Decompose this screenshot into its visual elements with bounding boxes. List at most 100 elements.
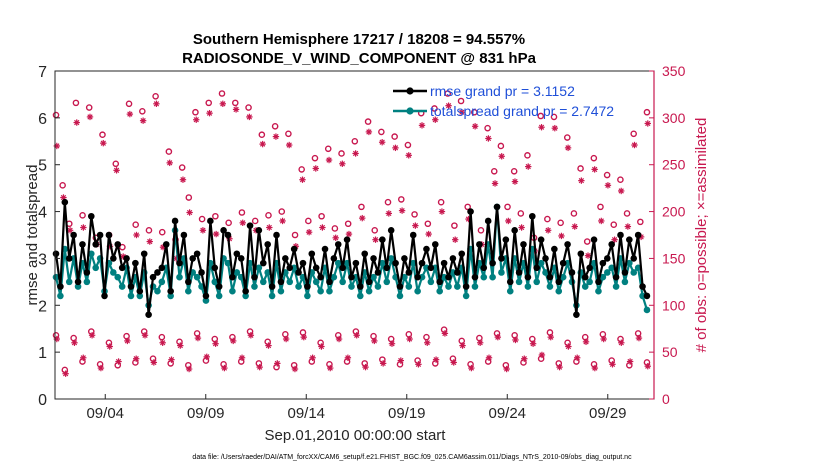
totalspread-point xyxy=(537,259,545,267)
obs-possible-marker xyxy=(396,361,404,368)
obs-assimilated-marker xyxy=(265,342,272,349)
totalspread-point xyxy=(559,273,567,281)
y-right-tick-label: 350 xyxy=(662,63,686,79)
rmse-point xyxy=(440,259,448,267)
obs-possible-marker xyxy=(502,361,510,369)
rmse-point xyxy=(211,264,219,272)
totalspread-point xyxy=(202,297,210,304)
obs-possible-marker xyxy=(467,361,474,368)
obs-assimilated-marker xyxy=(498,153,505,160)
obs-possible-marker xyxy=(178,164,186,171)
rmse-point xyxy=(480,264,488,272)
obs-possible-marker xyxy=(79,212,86,219)
totalspread-point xyxy=(185,287,192,295)
y-right-tick-label: 300 xyxy=(662,110,686,126)
totalspread-point xyxy=(110,269,117,276)
rmse-point xyxy=(462,283,470,290)
totalspread-point xyxy=(608,264,615,272)
totalspread-point xyxy=(533,278,541,286)
obs-assimilated-marker xyxy=(100,139,107,147)
obs-assimilated-marker xyxy=(139,117,147,124)
obs-possible-marker xyxy=(125,100,133,108)
obs-assimilated-marker xyxy=(88,332,96,339)
obs-assimilated-marker xyxy=(319,224,326,231)
obs-possible-marker xyxy=(449,355,457,363)
rmse-point xyxy=(105,231,113,239)
obs-possible-marker xyxy=(524,152,531,159)
rmse-point xyxy=(502,236,510,243)
totalspread-point xyxy=(251,283,258,290)
obs-possible-marker xyxy=(564,339,571,347)
rmse-point xyxy=(493,203,501,211)
obs-assimilated-marker xyxy=(133,231,140,239)
obs-assimilated-marker xyxy=(378,139,386,146)
obs-assimilated-marker xyxy=(379,360,387,367)
obs-possible-marker xyxy=(145,227,153,234)
obs-possible-marker xyxy=(52,331,60,339)
obs-assimilated-marker xyxy=(126,110,134,118)
obs-assimilated-marker xyxy=(635,334,643,342)
obs-assimilated-marker xyxy=(232,106,240,113)
obs-assimilated-marker xyxy=(212,340,219,347)
rmse-point xyxy=(524,273,532,281)
rmse-point xyxy=(110,255,117,262)
obs-assimilated-marker xyxy=(445,102,452,109)
obs-possible-marker xyxy=(497,142,505,150)
totalspread-point xyxy=(546,283,554,290)
rmse-point xyxy=(229,273,236,281)
obs-assimilated-marker xyxy=(441,330,449,337)
obs-possible-marker xyxy=(72,99,80,107)
obs-assimilated-marker xyxy=(199,227,207,234)
obs-possible-marker xyxy=(391,133,398,140)
rmse-point xyxy=(224,231,232,239)
obs-possible-marker xyxy=(583,238,591,245)
obs-possible-marker xyxy=(271,122,279,130)
right-axis: 0 50 100 150 200 250 300 350 xyxy=(649,63,686,407)
rmse-point xyxy=(370,255,377,262)
rmse-point xyxy=(361,250,369,258)
obs-possible-marker xyxy=(623,210,631,217)
rmse-point xyxy=(189,255,197,262)
obs-possible-marker xyxy=(424,220,432,228)
rmse-point xyxy=(352,259,360,267)
obs-assimilated-marker xyxy=(259,140,266,148)
obs-possible-marker xyxy=(193,330,201,337)
left-axis: 0 1 2 3 4 5 6 7 xyxy=(38,64,60,409)
obs-assimilated-marker xyxy=(247,332,255,339)
rmse-point xyxy=(286,264,294,272)
obs-assimilated-marker xyxy=(551,124,559,132)
obs-possible-marker xyxy=(555,360,563,367)
obs-possible-marker xyxy=(218,90,226,97)
rmse-point xyxy=(149,273,157,281)
rmse-point xyxy=(379,236,386,243)
rmse-point xyxy=(533,264,541,272)
obs-possible-marker xyxy=(318,212,325,220)
rmse-point xyxy=(295,269,302,276)
obs-assimilated-marker xyxy=(153,100,160,107)
obs-possible-marker xyxy=(431,360,439,367)
rmse-point xyxy=(599,259,607,267)
obs-possible-marker xyxy=(484,358,492,365)
obs-possible-marker xyxy=(371,227,379,234)
rmse-point xyxy=(127,283,135,290)
rmse-point xyxy=(246,222,254,229)
totalspread-point xyxy=(158,278,166,286)
rmse-point xyxy=(176,259,183,267)
obs-assimilated-marker xyxy=(412,222,419,229)
obs-assimilated-marker xyxy=(424,339,431,346)
obs-assimilated-marker xyxy=(279,217,286,225)
totalspread-point xyxy=(379,259,386,267)
rmse-point xyxy=(634,231,642,239)
obs-possible-marker xyxy=(504,203,511,211)
totalspread-point xyxy=(255,264,263,272)
obs-possible-marker xyxy=(464,203,471,211)
y-left-tick-label: 6 xyxy=(38,111,47,128)
obs-possible-marker xyxy=(476,334,483,342)
obs-assimilated-marker xyxy=(618,187,625,195)
y-axis-right-label: # of obs: o=possible; ×=assimilated xyxy=(693,118,710,353)
rmse-point xyxy=(621,269,629,276)
obs-assimilated-marker xyxy=(584,252,592,259)
obs-assimilated-marker xyxy=(425,230,432,238)
totalspread-point xyxy=(374,283,382,290)
rmse-point xyxy=(74,278,82,286)
